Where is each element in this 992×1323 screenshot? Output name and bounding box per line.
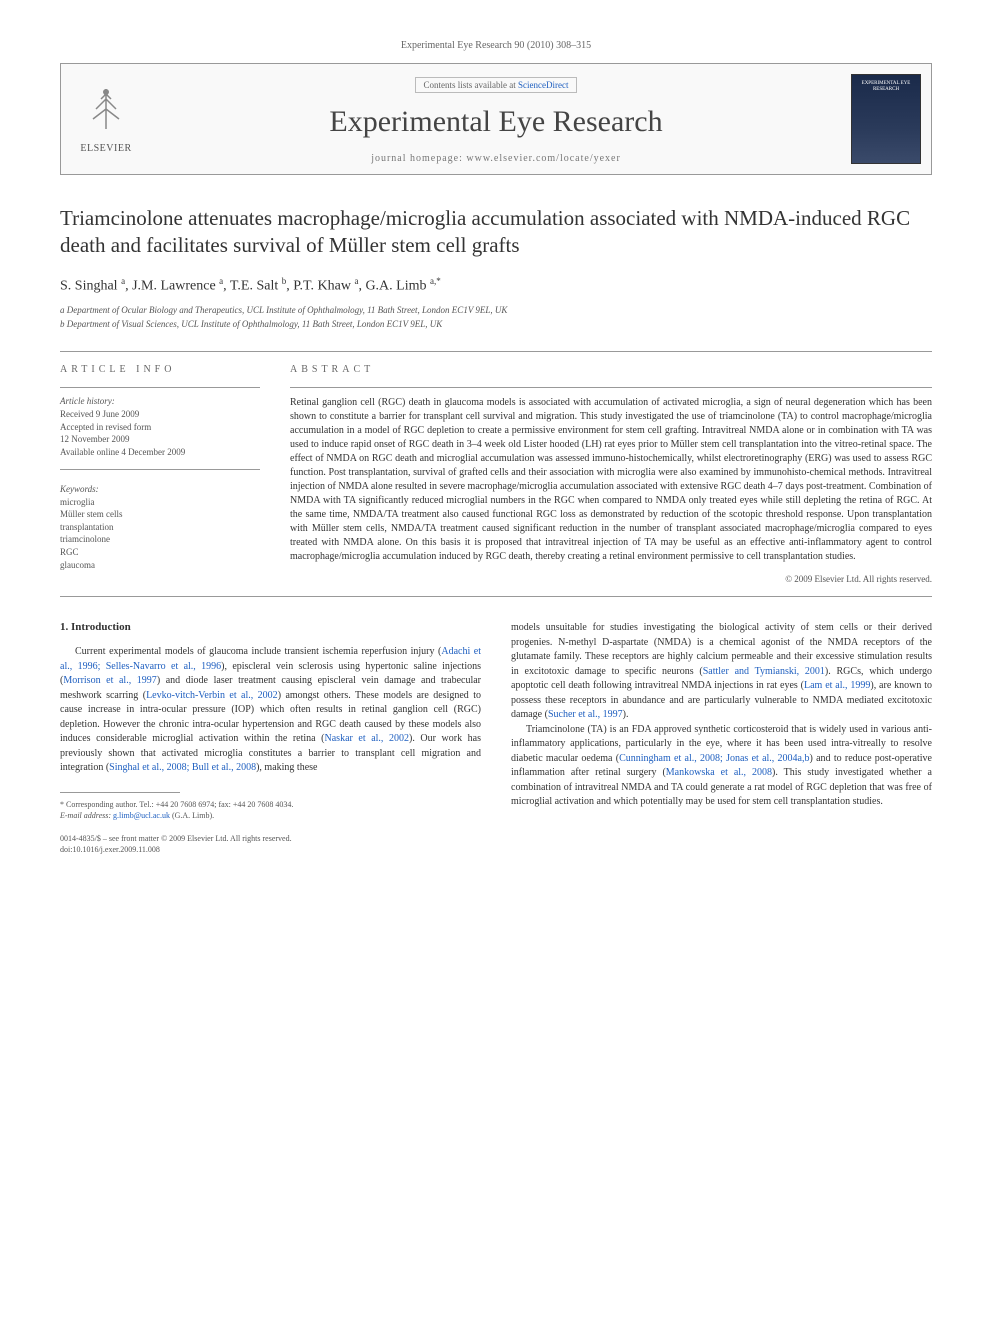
front-matter: 0014-4835/$ – see front matter © 2009 El… xyxy=(60,833,481,844)
publisher-logo: ELSEVIER xyxy=(61,69,151,169)
affiliation-line: a Department of Ocular Biology and Thera… xyxy=(60,304,932,318)
history-item: Accepted in revised form xyxy=(60,421,260,434)
journal-title: Experimental Eye Research xyxy=(161,105,831,139)
contents-prefix: Contents lists available at xyxy=(424,80,518,90)
header-center: Contents lists available at ScienceDirec… xyxy=(151,65,841,174)
journal-header: ELSEVIER Contents lists available at Sci… xyxy=(60,63,932,175)
keyword-item: glaucoma xyxy=(60,559,260,572)
sciencedirect-link[interactable]: ScienceDirect xyxy=(518,80,568,90)
intro-para-3: Triamcinolone (TA) is an FDA approved sy… xyxy=(511,723,932,810)
keyword-item: Müller stem cells xyxy=(60,508,260,521)
cover-text: EXPERIMENTAL EYE RESEARCH xyxy=(852,75,920,93)
email-suffix: (G.A. Limb). xyxy=(170,811,214,820)
keywords-label: Keywords: xyxy=(60,484,260,494)
divider xyxy=(60,596,932,597)
abstract-label: ABSTRACT xyxy=(290,364,932,375)
email-link[interactable]: g.limb@ucl.ac.uk xyxy=(113,811,170,820)
body-col-right: models unsuitable for studies investigat… xyxy=(511,621,932,855)
homepage-prefix: journal homepage: xyxy=(371,153,466,164)
affiliation-line: b Department of Visual Sciences, UCL Ins… xyxy=(60,318,932,332)
history-list: Received 9 June 2009Accepted in revised … xyxy=(60,408,260,458)
journal-cover: EXPERIMENTAL EYE RESEARCH xyxy=(841,64,931,174)
intro-para-1: Current experimental models of glaucoma … xyxy=(60,645,481,776)
homepage-url: www.elsevier.com/locate/yexer xyxy=(466,153,620,164)
divider xyxy=(290,387,932,388)
publisher-name: ELSEVIER xyxy=(71,143,141,154)
contents-available: Contents lists available at ScienceDirec… xyxy=(415,77,578,93)
history-item: 12 November 2009 xyxy=(60,433,260,446)
keyword-item: triamcinolone xyxy=(60,533,260,546)
info-abstract-row: ARTICLE INFO Article history: Received 9… xyxy=(60,364,932,584)
intro-heading: 1. Introduction xyxy=(60,621,481,633)
abstract-text: Retinal ganglion cell (RGC) death in gla… xyxy=(290,396,932,564)
keyword-item: transplantation xyxy=(60,521,260,534)
doi: doi:10.1016/j.exer.2009.11.008 xyxy=(60,844,481,855)
elsevier-tree-icon xyxy=(81,84,131,134)
divider xyxy=(60,351,932,352)
keywords-list: microgliaMüller stem cellstransplantatio… xyxy=(60,496,260,572)
article-info: ARTICLE INFO Article history: Received 9… xyxy=(60,364,260,584)
citation-line: Experimental Eye Research 90 (2010) 308–… xyxy=(60,40,932,51)
abstract-copyright: © 2009 Elsevier Ltd. All rights reserved… xyxy=(290,574,932,584)
journal-homepage: journal homepage: www.elsevier.com/locat… xyxy=(161,153,831,164)
corresponding-email: E-mail address: g.limb@ucl.ac.uk (G.A. L… xyxy=(60,810,481,821)
abstract-column: ABSTRACT Retinal ganglion cell (RGC) dea… xyxy=(290,364,932,584)
email-label: E-mail address: xyxy=(60,811,113,820)
affiliations: a Department of Ocular Biology and Thera… xyxy=(60,304,932,331)
history-item: Received 9 June 2009 xyxy=(60,408,260,421)
authors-line: S. Singhal a, J.M. Lawrence a, T.E. Salt… xyxy=(60,276,932,295)
divider xyxy=(60,469,260,470)
history-label: Article history: xyxy=(60,396,260,406)
article-title: Triamcinolone attenuates macrophage/micr… xyxy=(60,205,932,260)
intro-para-2: models unsuitable for studies investigat… xyxy=(511,621,932,723)
body-col-left: 1. Introduction Current experimental mod… xyxy=(60,621,481,855)
divider xyxy=(60,387,260,388)
footer-separator xyxy=(60,792,180,793)
history-item: Available online 4 December 2009 xyxy=(60,446,260,459)
keyword-item: RGC xyxy=(60,546,260,559)
keyword-item: microglia xyxy=(60,496,260,509)
body-columns: 1. Introduction Current experimental mod… xyxy=(60,621,932,855)
corresponding-author: * Corresponding author. Tel.: +44 20 760… xyxy=(60,799,481,810)
article-info-label: ARTICLE INFO xyxy=(60,364,260,375)
